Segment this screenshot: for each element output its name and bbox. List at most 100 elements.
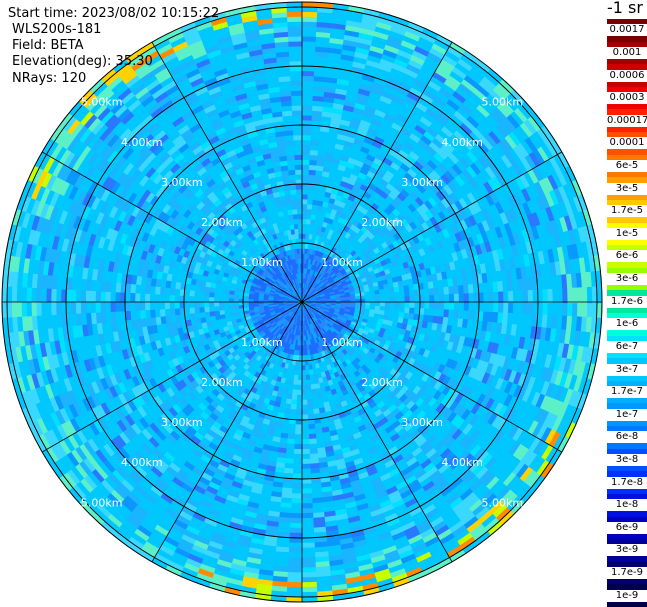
radar-gate [328, 399, 336, 407]
radar-gate [315, 575, 332, 583]
radar-gate [235, 268, 242, 275]
radar-gate [178, 333, 186, 342]
radar-gate [269, 445, 279, 453]
radar-gate [301, 399, 308, 405]
radar-gate [234, 400, 244, 409]
radar-gate [462, 491, 477, 506]
radar-gate [142, 351, 151, 362]
radar-gate [289, 374, 295, 380]
radar-gate [548, 449, 563, 467]
radar-gate [428, 308, 435, 317]
radar-gate [304, 315, 307, 321]
radar-gate [100, 520, 117, 536]
radar-gate [123, 223, 132, 236]
radar-gate [94, 391, 105, 405]
radar-gate [192, 539, 209, 551]
radar-gate [139, 392, 150, 404]
radar-gate [27, 358, 36, 375]
radar-gate [85, 278, 92, 291]
radar-gate [302, 315, 304, 322]
radar-gate [521, 361, 531, 376]
radar-gate [399, 489, 413, 500]
radar-gate [148, 450, 161, 463]
radar-gate [209, 503, 223, 514]
radar-gate [127, 328, 134, 339]
radar-gate [138, 239, 147, 251]
radar-gate [294, 429, 302, 435]
radar-gate [26, 272, 34, 288]
radar-gate [317, 318, 323, 324]
radar-gate [426, 512, 442, 525]
radar-gate [265, 343, 271, 350]
radar-gate [333, 382, 340, 389]
radar-gate [252, 267, 259, 273]
radar-gate [304, 345, 308, 351]
radar-gate [77, 216, 87, 231]
radar-gate [262, 327, 269, 333]
radar-gate [362, 393, 372, 401]
radar-gate [46, 140, 60, 157]
radar-gate [284, 363, 289, 369]
radar-gate [109, 409, 121, 423]
radar-gate [86, 193, 97, 209]
radar-gate [577, 377, 588, 395]
radar-gate [335, 302, 341, 305]
radar-gate [494, 365, 504, 379]
radar-gate [203, 432, 214, 443]
radar-gate [372, 563, 389, 574]
radar-gate [283, 306, 290, 309]
radar-gate [502, 492, 518, 509]
radar-gate [101, 321, 108, 334]
radar-gate [280, 309, 286, 313]
radar-gate [165, 386, 175, 398]
radar-gate [284, 294, 290, 297]
radar-gate [507, 302, 514, 314]
radar-gate [161, 511, 177, 524]
radar-gate [471, 391, 482, 404]
radar-gate [293, 299, 299, 302]
radar-gate [90, 301, 96, 314]
radar-gate [365, 397, 375, 406]
radar-gate [296, 350, 300, 356]
radar-gate [267, 282, 273, 287]
radar-gate [443, 436, 456, 449]
radar-gate [471, 463, 485, 477]
radar-gate [463, 302, 470, 312]
radar-gate [36, 300, 42, 316]
radar-gate [359, 428, 369, 437]
radar-gate [519, 466, 533, 483]
radar-gate [162, 330, 170, 339]
radar-gate [315, 342, 320, 349]
radar-gate [294, 296, 299, 300]
radar-gate [78, 359, 88, 374]
radar-gate [351, 411, 360, 419]
radar-gate [291, 308, 296, 312]
radar-gate [305, 379, 311, 386]
radar-gate [387, 404, 398, 413]
radar-gate [151, 432, 164, 445]
radar-gate [223, 535, 239, 545]
radar-gate [58, 474, 73, 491]
radar-gate [188, 493, 202, 504]
radar-gate [274, 331, 280, 338]
radar-gate [149, 309, 156, 318]
radar-gate [374, 305, 381, 311]
radar-gate [90, 196, 101, 211]
radar-gate [558, 372, 569, 389]
radar-gate [463, 375, 473, 388]
radar-gate [500, 452, 513, 467]
radar-gate [11, 285, 18, 302]
radar-gate [144, 512, 161, 525]
radar-gate [193, 507, 209, 518]
radar-gate [41, 314, 48, 330]
radar-gate [293, 319, 297, 325]
radar-gate [213, 297, 220, 302]
radar-gate [306, 344, 310, 351]
radar-gate [316, 326, 321, 332]
radar-gate [159, 454, 173, 467]
radar-gate [362, 526, 377, 536]
radar-gate [101, 269, 109, 282]
radar-gate [558, 357, 567, 374]
radar-gate [95, 211, 105, 225]
radar-gate [311, 487, 322, 494]
